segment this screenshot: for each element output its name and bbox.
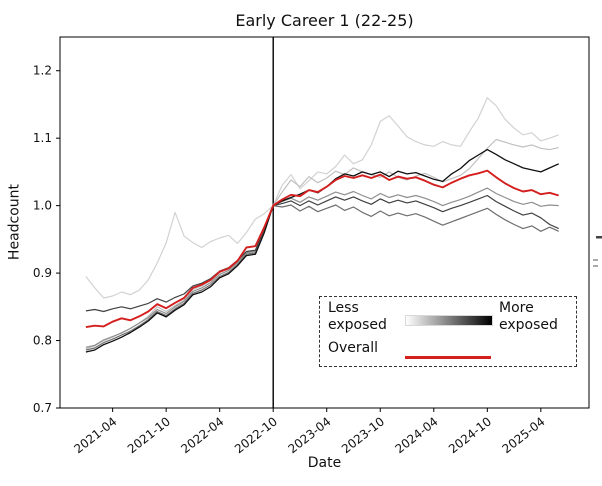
x-tick-label: 2024-04: [392, 414, 440, 456]
cropped-adjacent-content: [593, 259, 598, 261]
series-line-exposure-group-1-least-exposed: [85, 97, 559, 299]
y-tick-label: 1.2: [33, 64, 52, 78]
y-tick-label: 0.8: [33, 334, 52, 348]
y-axis-label: Headcount: [6, 183, 23, 261]
x-axis-label: Date: [307, 455, 342, 471]
series-line-exposure-group-2: [85, 138, 559, 350]
x-tick-label: 2021-10: [125, 414, 173, 456]
y-tick-label: 0.9: [33, 266, 52, 280]
legend: Less exposed More exposed Overall: [319, 296, 577, 367]
cropped-adjacent-content: [596, 236, 602, 239]
x-tick-label: 2023-04: [285, 414, 333, 456]
series-line-exposure-group-3: [85, 187, 559, 348]
y-tick-label: 1.0: [33, 199, 52, 213]
x-tick-label: 2025-04: [500, 414, 548, 456]
y-tick-label: 0.7: [33, 401, 52, 415]
series-line-overall: [85, 169, 559, 329]
legend-overall-label: Overall: [328, 340, 379, 356]
x-tick-label: 2024-10: [446, 414, 494, 456]
legend-more-exposed-label: More exposed: [499, 300, 558, 333]
series-line-exposure-group-4: [85, 204, 559, 351]
plot-frame: [59, 36, 590, 409]
chart-title: Early Career 1 (22-25): [235, 11, 414, 30]
x-tick-label: 2022-04: [178, 414, 226, 456]
legend-overall-line-swatch: [405, 356, 491, 359]
series-line-exposure-group-5: [85, 194, 559, 313]
legend-less-exposed-label: Less exposed: [328, 300, 387, 333]
legend-exposure-gradient-swatch: [405, 315, 493, 326]
x-tick-label: 2022-10: [232, 414, 280, 456]
cropped-adjacent-content: [593, 265, 598, 267]
x-tick-label: 2023-10: [339, 414, 387, 456]
x-tick-label: 2021-04: [71, 414, 119, 456]
y-tick-label: 1.1: [33, 131, 52, 145]
